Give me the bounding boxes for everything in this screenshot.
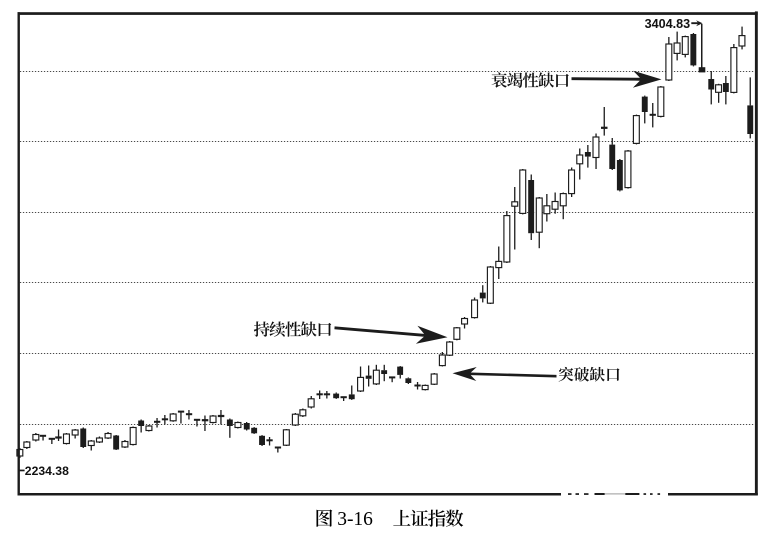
svg-text:2234.38: 2234.38 xyxy=(25,464,69,478)
svg-text:3-16: 3-16 xyxy=(337,509,373,530)
svg-text:3404.83: 3404.83 xyxy=(645,17,691,31)
